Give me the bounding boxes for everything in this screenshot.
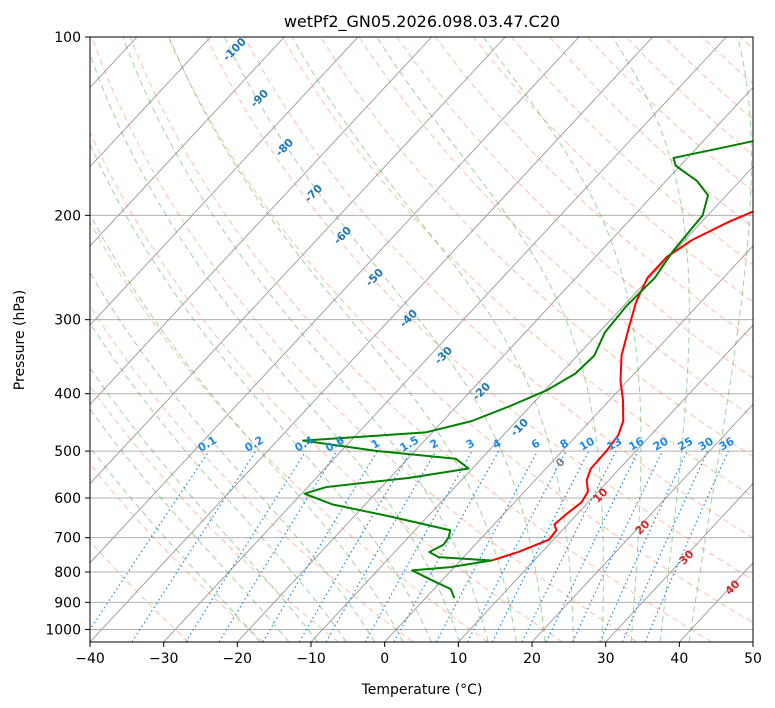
isotherm-line <box>90 37 653 642</box>
grid-layer <box>90 37 753 642</box>
x-tick-label: 0 <box>380 651 389 667</box>
moist-adiabat-line <box>611 37 690 642</box>
moist-adiabat-line <box>688 37 752 642</box>
mixing-ratio-line <box>572 450 664 642</box>
y-axis-title: Pressure (hPa) <box>12 290 28 390</box>
mixing-ratio-line <box>90 450 210 631</box>
y-tick-label: 400 <box>54 387 81 403</box>
isotherm-line <box>458 324 753 642</box>
x-tick-label: −10 <box>296 651 326 667</box>
dry-adiabat-line <box>396 37 753 379</box>
isotherm-line <box>90 37 285 247</box>
isotherm-line <box>310 166 753 642</box>
isotherm-line <box>237 86 753 642</box>
x-tick-label: 20 <box>523 651 541 667</box>
dewpoint-profile-line <box>302 140 753 599</box>
isotherm-line <box>90 37 580 564</box>
moist-adiabat-line <box>90 322 347 642</box>
mixing-ratio-line <box>435 450 539 642</box>
dry-adiabat-line <box>90 221 488 642</box>
isotherm-line <box>90 37 506 485</box>
dry-adiabat-line <box>473 37 753 303</box>
mixing-ratio-line <box>218 450 338 642</box>
mixing-ratio-line <box>545 450 639 642</box>
dry-adiabat-line <box>90 463 264 642</box>
dry-adiabat-line <box>129 37 712 642</box>
dry-adiabat-line <box>244 37 753 539</box>
x-tick-label: 50 <box>744 651 762 667</box>
mixing-ratio-line <box>298 450 412 642</box>
mixing-ratio-line <box>262 450 378 642</box>
mixing-ratio-line <box>521 450 617 642</box>
dry-adiabat-line <box>90 540 190 642</box>
mixing-ratio-line <box>185 450 307 642</box>
mixing-ratio-line <box>131 450 257 642</box>
isotherm-line <box>384 245 753 642</box>
dry-adiabat-line <box>90 131 563 642</box>
isotherm-line <box>90 37 432 406</box>
x-tick-label: 10 <box>449 651 467 667</box>
isotherm-line <box>90 37 211 168</box>
dry-adiabat-line <box>91 37 638 642</box>
moist-adiabat-line <box>291 37 575 642</box>
data-layer <box>302 140 753 599</box>
moist-adiabat-line <box>90 52 461 642</box>
moist-adiabat-line <box>168 37 517 642</box>
dry-adiabat-line <box>434 37 753 341</box>
chart-title: wetPf2_GN05.2026.098.03.47.C20 <box>284 12 560 32</box>
x-tick-label: −20 <box>223 651 253 667</box>
y-tick-label: 800 <box>54 565 81 581</box>
moist-adiabat-line <box>223 37 546 642</box>
y-tick-label: 600 <box>54 491 81 507</box>
moist-adiabat-line <box>90 408 290 642</box>
mixing-ratio-line <box>599 450 688 642</box>
moist-adiabat-line <box>90 271 376 642</box>
x-axis-title: Temperature (°C) <box>361 682 483 698</box>
y-tick-label: 300 <box>54 313 81 329</box>
y-tick-label: 900 <box>54 595 81 611</box>
axis-layer: −40 −30 −20 −10 0 10 20 30 40 50 100 200 300 400 500 60… <box>45 30 762 667</box>
moist-adiabat-line <box>376 37 604 642</box>
isotherm-line <box>90 37 359 326</box>
temperature-profile-line <box>491 210 753 562</box>
dry-adiabat-line <box>167 37 753 624</box>
y-tick-label: 500 <box>54 444 81 460</box>
dry-adiabat-line <box>282 37 753 498</box>
x-tick-label: −30 <box>149 651 179 667</box>
isotherm-line <box>531 403 753 642</box>
moist-adiabat-line <box>483 37 642 642</box>
isotherm-line <box>605 482 753 642</box>
y-tick-label: 1000 <box>45 622 81 638</box>
y-tick-label: 200 <box>54 208 81 224</box>
dry-adiabat-line <box>205 37 753 581</box>
moist-adiabat-line <box>90 367 319 642</box>
x-tick-label: 30 <box>597 651 615 667</box>
isotherm-line <box>163 37 727 642</box>
x-tick-label: −40 <box>75 651 105 667</box>
x-tick-label: 40 <box>670 651 688 667</box>
y-tick-label: 700 <box>54 531 81 547</box>
moist-adiabat-line <box>122 37 489 642</box>
dry-adiabat-line <box>90 385 339 642</box>
y-tick-label: 100 <box>54 30 81 46</box>
plot-frame <box>89 36 754 643</box>
moist-adiabat-line <box>90 213 404 642</box>
plot-background <box>90 37 753 642</box>
